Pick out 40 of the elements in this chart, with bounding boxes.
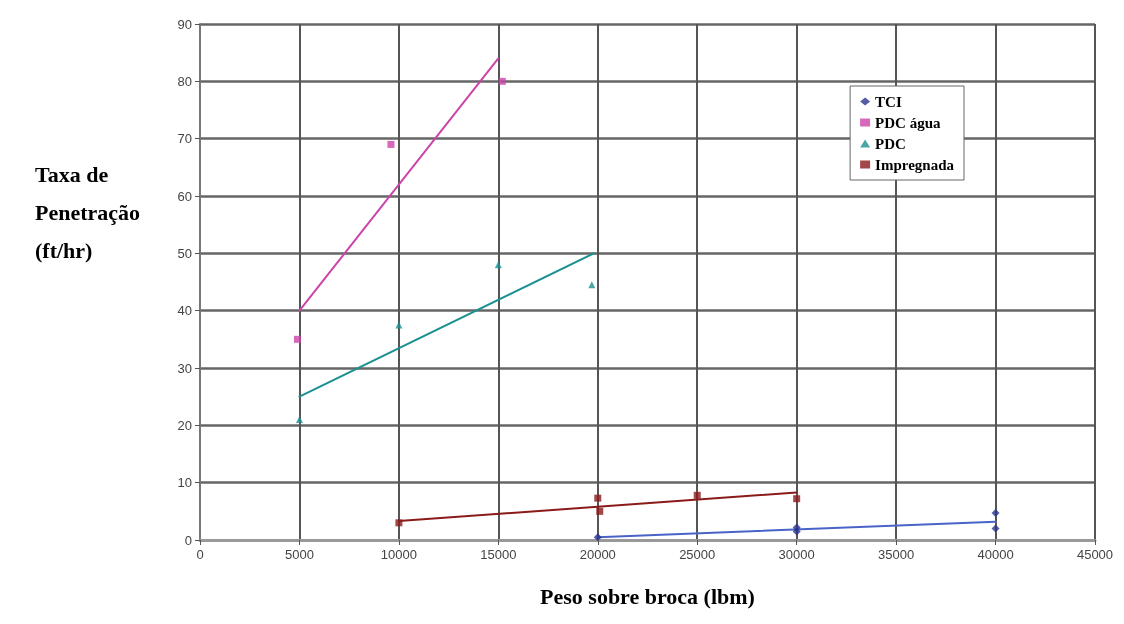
y-tick-label: 0 [184,532,192,548]
x-tick-label: 5000 [284,547,314,562]
x-tick-label: 35000 [878,547,915,562]
point [498,77,506,85]
y-tick-label: 70 [177,131,192,147]
legend-label: PDC [875,135,906,152]
x-tick-label: 25000 [679,547,716,562]
y-tick-label: 20 [177,417,192,433]
y-tick-label: 90 [177,16,192,32]
point [293,335,301,343]
x-tick-label: 10000 [380,547,417,562]
point [596,507,604,515]
legend-label: PDC água [875,114,942,131]
x-tick-label: 0 [196,547,204,562]
point [593,533,602,542]
point [793,495,801,503]
point [387,140,395,148]
legend-label: Impregnada [875,156,955,173]
point [991,524,1000,533]
point [395,321,403,329]
x-tick-label: 45000 [1076,547,1114,562]
x-axis-title: Peso sobre broca (lbm) [540,583,755,609]
y-tick-label: 30 [177,360,192,376]
point [991,509,1000,518]
point [792,523,801,532]
x-tick-label: 20000 [579,547,616,562]
point [395,519,403,527]
y-axis-title: Taxa de Penetração (ft/hr) [35,161,141,263]
y-tick-label: 50 [177,245,192,261]
legend-label: TCI [875,93,902,110]
x-tick-label: 30000 [778,547,815,562]
x-tick-label: 15000 [480,547,517,562]
point [693,491,701,499]
y-tick-label: 40 [177,303,192,319]
x-tick-label: 40000 [977,547,1014,562]
y-tick-label: 10 [177,475,192,491]
point [594,494,602,502]
point [295,416,303,424]
y-tick-label: 60 [177,188,192,204]
y-tick-label: 80 [177,73,192,89]
